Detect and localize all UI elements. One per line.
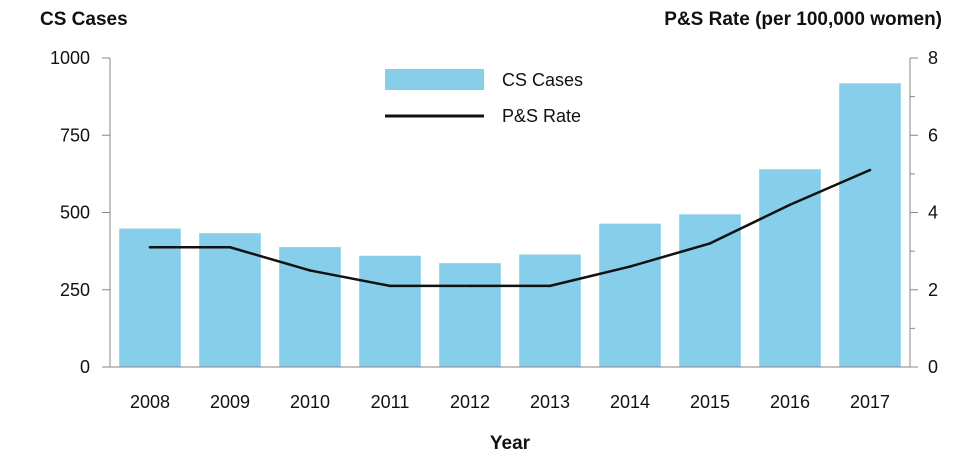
x-tick-label: 2014: [610, 392, 650, 412]
ps-rate-point-2012: [468, 284, 472, 288]
legend-label-cs-cases: CS Cases: [502, 70, 583, 90]
right-tick-label: 8: [928, 48, 938, 68]
x-tick-label: 2011: [371, 392, 410, 412]
ps-rate-point-2016: [788, 203, 792, 207]
ps-rate-point-2010: [308, 269, 312, 272]
bars-group: [119, 83, 901, 367]
x-tick-label: 2017: [850, 392, 890, 412]
left-tick-label: 750: [60, 125, 90, 145]
ps-rate-point-2017: [868, 168, 872, 172]
left-tick-label: 500: [60, 203, 90, 223]
ps-rate-point-2011: [388, 284, 392, 288]
ps-rate-point-2009: [228, 245, 232, 249]
bar-2016: [759, 169, 821, 367]
bar-2009: [199, 233, 261, 367]
x-tick-label: 2008: [130, 392, 170, 412]
ps-rate-point-2015: [708, 242, 712, 245]
x-axis-title: Year: [490, 433, 531, 454]
ps-rate-point-2013: [548, 284, 552, 288]
legend-swatch-cs-cases: [385, 69, 484, 90]
bar-2008: [119, 228, 181, 367]
x-tick-label: 2009: [210, 392, 250, 412]
bar-2015: [679, 214, 741, 367]
axes-group: 0 250 500 750 1000 0 2 4 6 8 2008 2009 2010 2011 2012 2…: [50, 48, 938, 412]
x-tick-label: 2016: [770, 392, 810, 412]
left-tick-label: 1000: [50, 48, 90, 68]
x-tick-label: 2012: [450, 392, 490, 412]
left-tick-label: 0: [80, 357, 90, 377]
left-axis-title: CS Cases: [40, 9, 128, 30]
bar-2012: [439, 263, 501, 367]
ps-rate-point-2014: [628, 265, 632, 268]
bar-2014: [599, 223, 661, 367]
line-layer: [148, 168, 872, 288]
bar-2010: [279, 247, 341, 367]
left-tick-label: 250: [60, 280, 90, 300]
x-tick-label: 2010: [290, 392, 330, 412]
ps-rate-point-2008: [148, 245, 152, 249]
right-tick-label: 0: [928, 357, 938, 377]
right-tick-label: 2: [928, 280, 938, 300]
right-tick-label: 4: [928, 203, 938, 223]
bar-2013: [519, 254, 581, 367]
legend: CS Cases P&S Rate: [385, 69, 583, 126]
right-tick-label: 6: [928, 125, 938, 145]
legend-label-ps-rate: P&S Rate: [502, 106, 581, 126]
x-tick-label: 2013: [530, 392, 570, 412]
x-tick-label: 2015: [690, 392, 730, 412]
bar-2011: [359, 255, 421, 367]
ps-rate-line: [150, 168, 871, 288]
right-axis-title: P&S Rate (per 100,000 women): [664, 9, 942, 30]
bar-2017: [839, 83, 901, 367]
